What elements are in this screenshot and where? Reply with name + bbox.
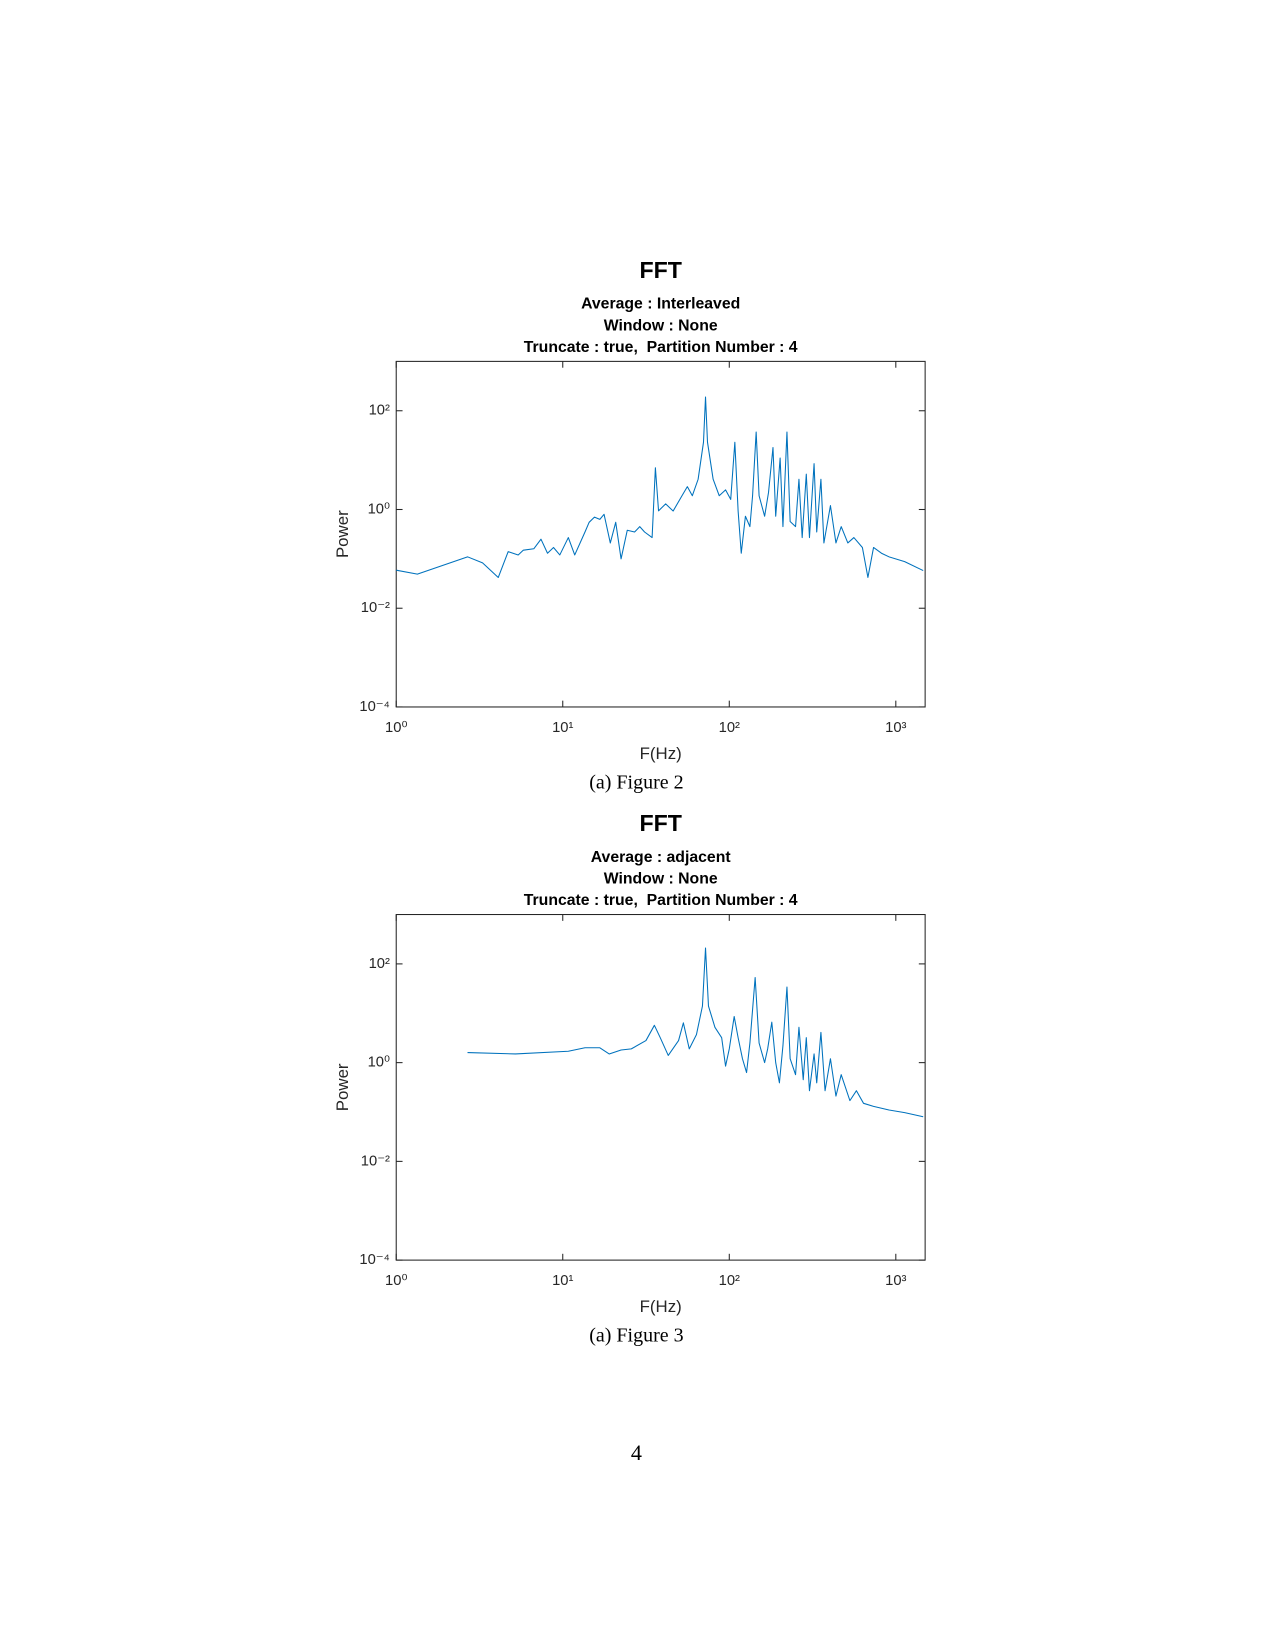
x-tick-label: 10⁰ xyxy=(385,720,407,736)
figure-caption: (a) Figure 2 xyxy=(589,771,683,793)
y-tick-label: 10⁰ xyxy=(368,501,390,517)
data-line xyxy=(467,947,924,1118)
page-number: 4 xyxy=(631,1440,642,1465)
chart-subtitle: Window : None xyxy=(604,870,718,887)
chart-subtitle: Truncate : true, Partition Number : 4 xyxy=(524,339,798,356)
y-tick-label: 10⁻² xyxy=(361,1153,390,1169)
chart-title: FFT xyxy=(639,257,681,283)
y-axis-label: Power xyxy=(333,510,352,558)
chart-title: FFT xyxy=(639,810,681,836)
y-tick-label: 10⁻⁴ xyxy=(359,1252,390,1268)
chart-subtitle: Average : adjacent xyxy=(591,849,732,866)
y-tick-label: 10⁻⁴ xyxy=(359,699,390,715)
x-axis-label: F(Hz) xyxy=(640,1297,682,1316)
x-tick-label: 10¹ xyxy=(552,720,573,736)
x-tick-label: 10² xyxy=(719,1273,740,1289)
x-tick-label: 10² xyxy=(719,720,740,736)
x-tick-label: 10⁰ xyxy=(385,1273,407,1289)
x-tick-label: 10³ xyxy=(885,1273,906,1289)
y-tick-label: 10⁰ xyxy=(368,1055,390,1071)
x-tick-label: 10¹ xyxy=(552,1273,573,1289)
y-tick-label: 10² xyxy=(369,403,390,419)
figure-caption: (a) Figure 3 xyxy=(589,1325,683,1347)
chart-subtitle: Truncate : true, Partition Number : 4 xyxy=(524,892,798,909)
plot-area xyxy=(395,360,926,708)
data-line xyxy=(396,396,924,578)
y-tick-label: 10² xyxy=(369,956,390,972)
chart-subtitle: Window : None xyxy=(604,317,718,334)
y-axis-label: Power xyxy=(333,1063,352,1111)
plot-area xyxy=(395,914,926,1261)
chart-subtitle: Average : Interleaved xyxy=(581,296,740,313)
x-axis-label: F(Hz) xyxy=(640,744,682,763)
y-tick-label: 10⁻² xyxy=(361,600,390,616)
x-tick-label: 10³ xyxy=(885,720,906,736)
